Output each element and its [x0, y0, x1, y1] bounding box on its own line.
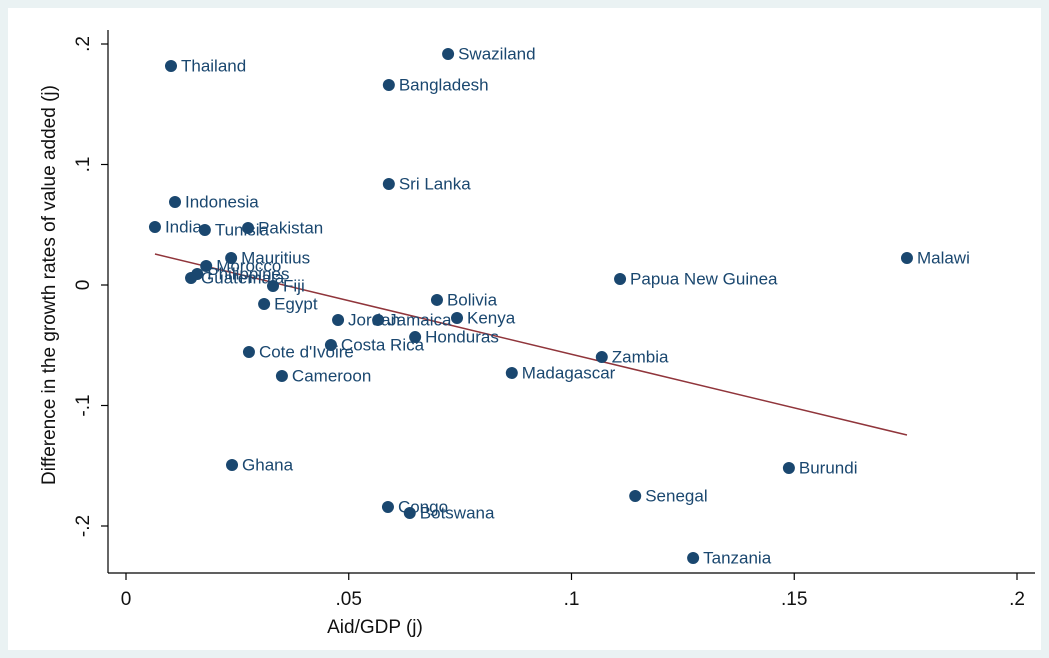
- point-label: Swaziland: [458, 44, 536, 63]
- point: [900, 252, 913, 265]
- point-label: Indonesia: [185, 192, 259, 211]
- point: [381, 500, 394, 513]
- point: [198, 224, 211, 237]
- point: [430, 293, 443, 306]
- point-label: Zambia: [612, 348, 669, 367]
- point: [505, 366, 518, 379]
- x-tick-label: .15: [781, 589, 807, 610]
- point-label: Costa Rica: [341, 335, 425, 354]
- x-axis-title: Aid/GDP (j): [327, 617, 423, 638]
- point-label: Tanzania: [703, 549, 772, 568]
- point-label: India: [165, 218, 202, 237]
- point: [267, 279, 280, 292]
- y-tick-label: .1: [73, 157, 94, 173]
- point-label: Botswana: [420, 503, 495, 522]
- point: [200, 259, 213, 272]
- plot-background: [8, 8, 1041, 650]
- point: [372, 313, 385, 326]
- x-tick-label: 0: [121, 589, 132, 610]
- point: [275, 369, 288, 382]
- x-tick-label: .1: [564, 589, 580, 610]
- point: [242, 345, 255, 358]
- point: [225, 252, 238, 265]
- point-label: Papua New Guinea: [630, 269, 778, 288]
- point: [324, 339, 337, 352]
- fit-line: [154, 253, 908, 436]
- y-tick-label: -.2: [73, 515, 94, 537]
- point-label: Philippines: [207, 265, 289, 284]
- point-label: Pakistan: [258, 218, 323, 237]
- x-tick-label: .05: [336, 589, 362, 610]
- point-label: Fiji: [283, 276, 305, 295]
- point-label: Cote d'Ivoire: [259, 342, 354, 361]
- point: [442, 48, 455, 61]
- point-label: Senegal: [645, 486, 707, 505]
- point-label: Sri Lanka: [399, 175, 471, 194]
- point: [148, 221, 161, 234]
- point-label: Guatemala: [201, 268, 285, 287]
- point: [451, 312, 464, 325]
- point-label: Egypt: [274, 295, 318, 314]
- point: [258, 298, 271, 311]
- point: [403, 506, 416, 519]
- point-label: Bangladesh: [399, 75, 489, 94]
- point: [687, 552, 700, 565]
- point: [242, 222, 255, 235]
- point-label: Honduras: [425, 328, 499, 347]
- point: [382, 178, 395, 191]
- point-label: Kenya: [467, 309, 516, 328]
- point: [409, 331, 422, 344]
- point-label: Mauritius: [241, 248, 310, 267]
- point-label: Burundi: [799, 459, 858, 478]
- point: [782, 462, 795, 475]
- y-tick-label: .2: [73, 36, 94, 52]
- point: [595, 351, 608, 364]
- point-label: Jamaica: [388, 310, 452, 329]
- point-label: Ghana: [242, 456, 294, 475]
- point: [164, 60, 177, 73]
- y-tick-label: 0: [73, 280, 94, 291]
- point-label: Malawi: [917, 248, 970, 267]
- point-label: Cameroon: [292, 366, 371, 385]
- point-label: Morocco: [216, 256, 281, 275]
- point: [226, 459, 239, 472]
- point: [169, 195, 182, 208]
- point: [382, 78, 395, 91]
- y-tick-label: -.1: [73, 394, 94, 416]
- y-axis-title: Difference in the growth rates of value …: [39, 85, 60, 485]
- x-tick-label: .2: [1009, 589, 1025, 610]
- point-label: Bolivia: [447, 290, 498, 309]
- point-label: Madagascar: [522, 363, 616, 382]
- point: [185, 272, 198, 285]
- point: [332, 313, 345, 326]
- point: [614, 272, 627, 285]
- point: [629, 489, 642, 502]
- point-label: Tunisia: [215, 221, 270, 240]
- point-label: Thailand: [181, 57, 246, 76]
